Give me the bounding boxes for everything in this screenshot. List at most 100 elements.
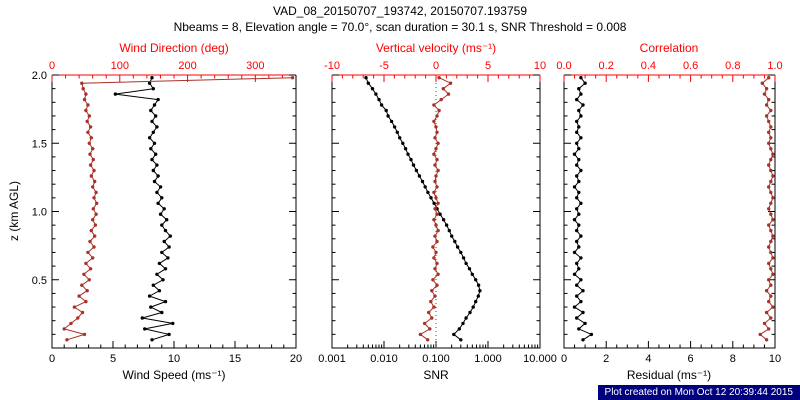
x-tick-label: 0.010: [370, 353, 398, 365]
wind-direction-line: [63, 77, 293, 341]
residual-marker: [572, 218, 577, 222]
snr-marker: [389, 119, 394, 124]
x-tick-label: 5: [110, 353, 116, 365]
snr-marker: [406, 152, 410, 156]
snr-marker: [417, 174, 422, 178]
residual-marker: [575, 228, 579, 233]
top-tick-label: 1.0: [767, 60, 782, 72]
vertical-velocity-marker: [434, 250, 438, 255]
residual-marker: [579, 278, 583, 282]
wind-direction-marker: [85, 119, 89, 124]
wind-speed-marker: [147, 294, 152, 298]
snr-marker: [392, 125, 397, 129]
residual-marker: [579, 299, 583, 304]
residual-marker: [579, 201, 583, 205]
correlation-marker: [769, 283, 773, 287]
wind-speed-marker: [147, 136, 152, 140]
correlation-marker: [758, 332, 762, 337]
wind-speed-axis-title: Wind Speed (ms⁻¹): [122, 368, 226, 382]
correlation-marker: [767, 185, 771, 189]
snr-marker: [366, 81, 370, 85]
wind-speed-marker: [150, 119, 154, 124]
top-tick-label: 0.2: [599, 60, 614, 72]
wind-direction-marker: [91, 185, 95, 189]
residual-marker: [575, 119, 579, 124]
wind-direction-marker: [65, 338, 69, 342]
snr-marker: [364, 76, 368, 80]
correlation-marker: [767, 163, 771, 167]
vertical-velocity-marker: [436, 228, 440, 233]
vertical-velocity-marker: [434, 196, 438, 200]
snr-marker: [432, 201, 436, 205]
wind-direction-marker: [93, 223, 98, 227]
wind-speed-marker: [147, 81, 152, 85]
correlation-marker: [762, 92, 767, 96]
wind-direction-marker: [93, 179, 97, 184]
wind-speed-marker: [158, 185, 163, 189]
vertical-velocity-marker: [434, 223, 438, 227]
residual-marker: [581, 310, 585, 315]
wind-speed-marker: [149, 305, 153, 309]
snr-marker: [467, 267, 472, 271]
vertical-velocity-marker: [430, 289, 434, 293]
wind-speed-marker: [160, 310, 164, 315]
y-tick-label: 1.5: [32, 138, 47, 150]
snr-marker: [457, 327, 461, 331]
residual-panel: 0 2 4 6 8 10 0.0 0.2 0.4 0.6 0.8 1.0: [556, 60, 782, 365]
top-tick-label: 0.6: [683, 60, 698, 72]
wind-speed-marker: [152, 141, 157, 145]
snr-marker: [474, 299, 478, 304]
wind-speed-marker: [157, 261, 162, 266]
wind-direction-marker: [80, 310, 85, 315]
correlation-marker: [769, 168, 773, 173]
correlation-marker: [764, 87, 769, 91]
residual-marker: [575, 163, 579, 167]
vertical-velocity-marker: [429, 299, 433, 304]
residual-marker: [575, 130, 579, 134]
snr-marker: [384, 108, 388, 113]
top-tick-label: 0.4: [641, 60, 656, 72]
residual-marker: [577, 125, 581, 129]
residual-marker: [572, 250, 577, 255]
correlation-marker: [771, 256, 775, 260]
wind-speed-marker: [160, 196, 164, 200]
vertical-velocity-marker: [439, 97, 443, 102]
snr-panel: 0.001 0.010 0.100 1.000 10.000 -10 -5 0 5 10: [318, 60, 557, 365]
residual-marker: [579, 136, 583, 140]
vertical-velocity-marker: [432, 119, 436, 124]
residual-marker: [575, 283, 579, 287]
wind-speed-marker: [168, 234, 172, 238]
vertical-velocity-marker: [435, 185, 439, 189]
x-tick-label: 2: [603, 353, 609, 365]
snr-marker: [374, 92, 378, 96]
top-tick-label: 10: [534, 60, 546, 72]
vertical-velocity-marker: [433, 294, 437, 298]
wind-speed-marker: [150, 157, 154, 162]
wind-direction-marker: [85, 289, 89, 293]
vertical-velocity-marker: [435, 212, 439, 216]
wind-speed-marker: [151, 130, 155, 134]
snr-marker: [461, 256, 466, 260]
residual-marker: [579, 114, 583, 118]
wind-direction-marker: [82, 97, 87, 102]
residual-marker: [575, 174, 579, 178]
vertical-velocity-marker: [435, 261, 439, 266]
snr-marker: [426, 190, 430, 195]
correlation-marker: [767, 261, 771, 266]
x-tick-label: 4: [645, 353, 651, 365]
wind-speed-marker: [149, 147, 153, 151]
wind-speed-marker: [113, 92, 118, 96]
plot-title: VAD_08_20150707_193742, 20150707.193759: [272, 4, 528, 18]
vertical-velocity-marker: [432, 218, 436, 222]
correlation-marker: [769, 239, 773, 244]
x-tick-label: 0.100: [422, 353, 450, 365]
correlation-marker: [767, 278, 771, 282]
correlation-marker: [764, 338, 769, 342]
correlation-marker: [769, 136, 773, 140]
wind-speed-marker: [161, 278, 165, 282]
wind-direction-marker: [91, 256, 95, 260]
correlation-marker: [771, 196, 775, 200]
snr-line: [365, 77, 481, 341]
residual-marker: [577, 212, 581, 216]
wind-speed-marker: [152, 179, 157, 184]
